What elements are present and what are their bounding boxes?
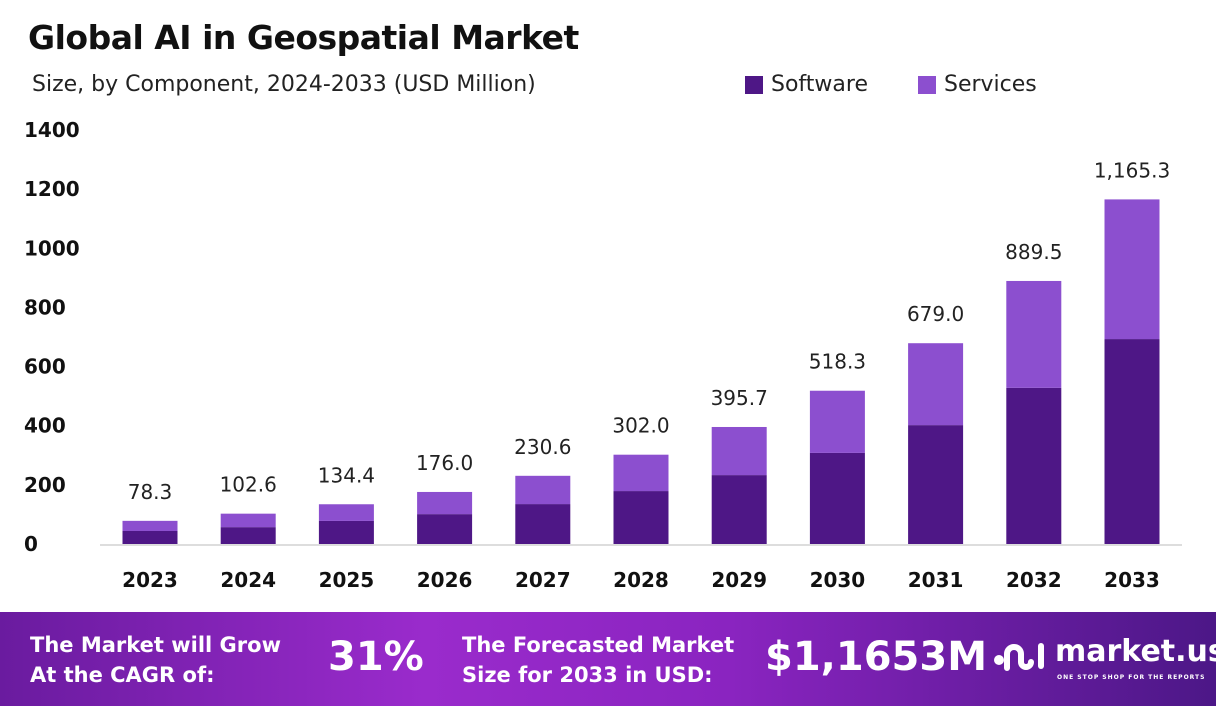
data-label-2023: 78.3 [128, 480, 173, 504]
data-label-2027: 230.6 [514, 435, 571, 459]
data-label-2024: 102.6 [220, 473, 277, 497]
bar-services-2027 [515, 475, 571, 505]
data-label-2029: 395.7 [711, 386, 768, 410]
y-tick-label: 800 [24, 295, 66, 319]
bar-software-2033 [1104, 339, 1160, 544]
cagr-label: The Market will Grow At the CAGR of: [30, 633, 281, 687]
bar-software-2029 [711, 475, 767, 544]
data-label-2030: 518.3 [809, 350, 866, 374]
legend-label: Software [771, 72, 868, 97]
bar-software-2024 [220, 527, 276, 544]
x-tick-label: 2032 [1006, 568, 1062, 592]
bar-services-2032 [1006, 280, 1062, 388]
legend-item-services: Services [917, 72, 1037, 97]
legend: Software Services [745, 72, 1037, 97]
x-tick-label: 2025 [319, 568, 375, 592]
y-tick-label: 0 [24, 532, 38, 556]
bar-software-2031 [908, 425, 964, 544]
y-tick-label: 1200 [24, 177, 80, 201]
y-tick-label: 400 [24, 414, 66, 438]
bar-services-2029 [711, 426, 767, 476]
bar-services-2024 [220, 513, 276, 528]
data-label-2033: 1,165.3 [1094, 158, 1170, 182]
bar-services-2026 [417, 491, 473, 515]
y-tick-label: 200 [24, 473, 66, 497]
bar-software-2026 [417, 514, 473, 544]
x-tick-label: 2029 [711, 568, 767, 592]
bar-services-2031 [908, 343, 964, 426]
x-tick-label: 2024 [220, 568, 276, 592]
x-tick-label: 2027 [515, 568, 571, 592]
legend-swatch-software [745, 75, 763, 94]
footer-banner: The Market will Grow At the CAGR of: 31% … [0, 612, 1216, 706]
bar-software-2028 [613, 491, 669, 544]
x-tick-label: 2031 [908, 568, 964, 592]
chart-subtitle: Size, by Component, 2024-2033 (USD Milli… [32, 72, 536, 97]
data-label-2026: 176.0 [416, 451, 473, 475]
data-label-2028: 302.0 [612, 414, 669, 438]
x-tick-label: 2028 [613, 568, 669, 592]
x-tick-label: 2033 [1104, 568, 1160, 592]
data-label-2031: 679.0 [907, 302, 964, 326]
bar-software-2023 [122, 530, 178, 544]
logo-icon [994, 643, 1044, 671]
forecast-label: The Forecasted Market Size for 2033 in US… [462, 633, 735, 687]
x-tick-label: 2026 [417, 568, 473, 592]
bar-services-2023 [122, 520, 178, 531]
bar-software-2027 [515, 504, 571, 544]
bar-software-2032 [1006, 387, 1062, 544]
bar-services-2025 [318, 504, 374, 521]
forecast-value: $1,1653M [765, 634, 987, 680]
y-tick-label: 1400 [24, 118, 80, 142]
bar-services-2028 [613, 454, 669, 492]
legend-swatch-services [917, 75, 936, 94]
chart-title: Global AI in Geospatial Market [28, 18, 579, 57]
cagr-value: 31% [328, 634, 424, 680]
bar-software-2030 [809, 452, 865, 544]
legend-label: Services [943, 72, 1037, 97]
x-tick-label: 2030 [810, 568, 866, 592]
bar-services-2030 [809, 390, 865, 453]
x-tick-label: 2023 [122, 568, 178, 592]
bar-services-2033 [1104, 199, 1160, 340]
legend-item-software: Software [745, 72, 868, 97]
bar-software-2025 [318, 520, 374, 544]
y-tick-label: 600 [24, 355, 66, 379]
data-label-2025: 134.4 [318, 463, 375, 487]
data-label-2032: 889.5 [1005, 240, 1062, 264]
chart-area: 0 200 400 600 800 1000 1200 1400 78.3 2023 102.6 20… [24, 118, 1182, 592]
y-tick-label: 1000 [24, 236, 80, 260]
